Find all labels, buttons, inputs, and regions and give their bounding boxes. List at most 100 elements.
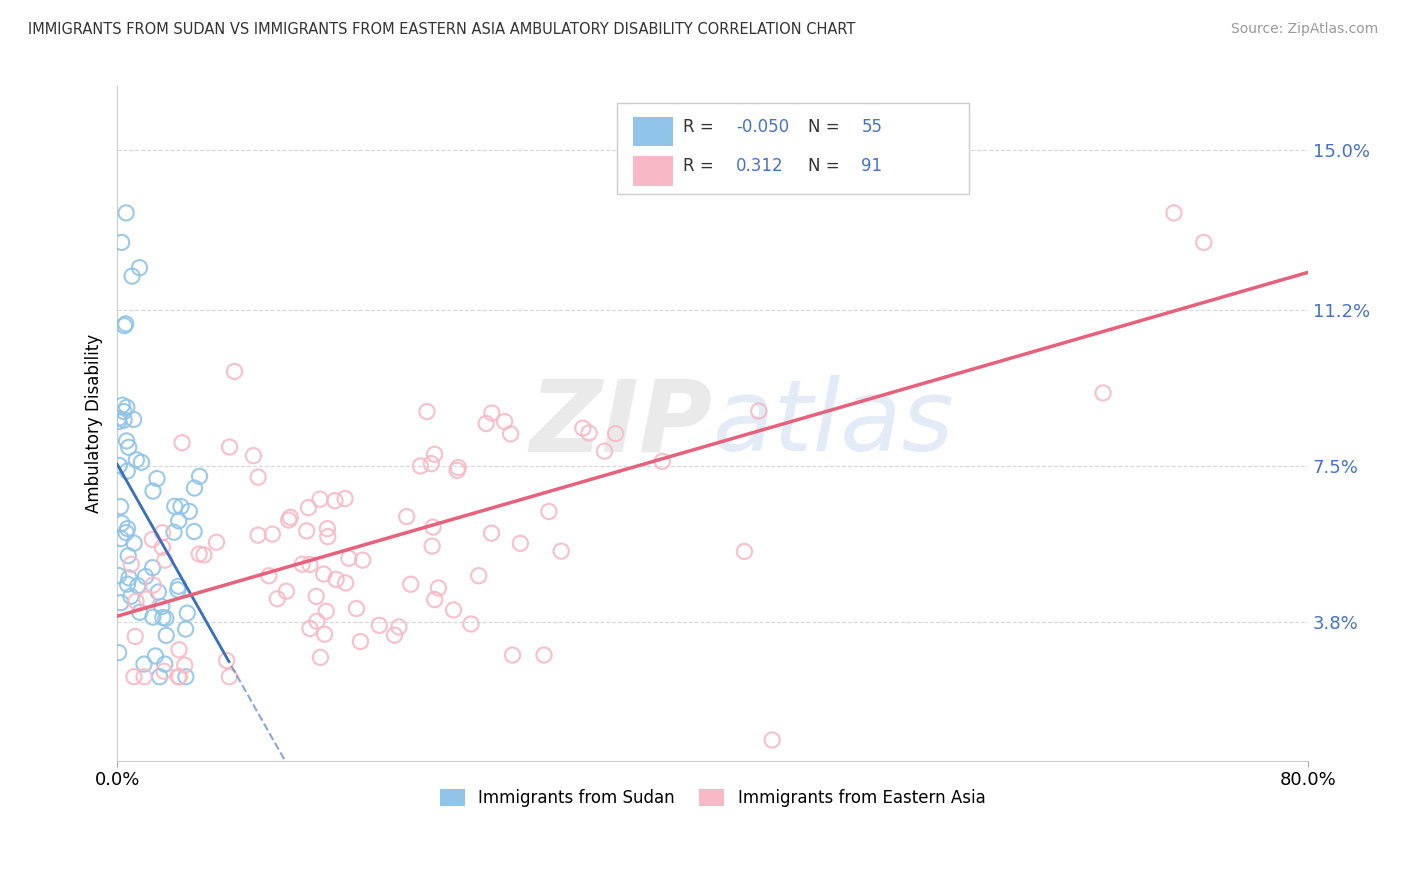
Point [163,525,186,540]
Point [107,568,129,582]
Point [298,558,321,572]
Point [447,460,470,475]
Point [509,536,531,550]
Point [150,541,173,555]
Point [335,575,357,590]
Point [114,317,136,331]
Point [121,269,143,284]
Point [125,453,148,467]
Point [309,650,332,665]
Point [170,435,193,450]
Point [262,527,284,541]
Point [115,206,138,220]
Point [115,525,138,540]
Point [572,421,595,435]
Point [446,463,468,477]
Point [352,553,374,567]
Point [295,524,318,538]
Point [167,642,190,657]
Point [1163,206,1185,220]
Point [146,472,169,486]
Point [443,603,465,617]
FancyBboxPatch shape [617,103,969,194]
Point [309,492,332,507]
Point [183,481,205,495]
Point [153,665,176,679]
Point [475,417,498,431]
Point [578,425,600,440]
Text: N =: N = [808,118,845,136]
Text: ZIP: ZIP [530,376,713,472]
Point [120,590,142,604]
FancyBboxPatch shape [633,117,673,146]
Point [118,440,141,454]
Point [337,551,360,566]
Point [174,622,197,636]
Point [110,596,132,610]
Point [605,426,627,441]
Point [316,522,339,536]
Point [128,605,150,619]
Point [305,590,328,604]
Point [155,628,177,642]
Point [122,412,145,426]
Point [107,411,129,425]
Point [291,557,314,571]
Point [1192,235,1215,250]
Point [388,620,411,634]
Point [132,657,155,671]
Text: R =: R = [683,118,718,136]
Point [748,404,770,418]
Point [316,530,339,544]
Point [110,532,132,546]
Point [127,579,149,593]
Point [266,591,288,606]
Point [384,628,406,642]
Point [107,646,129,660]
Point [499,426,522,441]
Text: IMMIGRANTS FROM SUDAN VS IMMIGRANTS FROM EASTERN ASIA AMBULATORY DISABILITY CORR: IMMIGRANTS FROM SUDAN VS IMMIGRANTS FROM… [28,22,855,37]
Point [247,470,270,484]
Point [502,648,524,662]
Point [481,406,503,420]
Point [149,670,172,684]
Point [257,568,280,582]
Point [173,658,195,673]
Point [111,516,134,531]
Point [117,549,139,563]
Point [152,610,174,624]
Point [1092,386,1115,401]
Point [132,670,155,684]
Point [278,510,301,524]
Point [112,413,135,427]
Point [170,500,193,514]
Point [145,648,167,663]
Point [120,558,142,572]
Point [349,634,371,648]
Point [423,447,446,461]
Point [420,457,443,471]
Point [118,571,141,585]
Text: Source: ZipAtlas.com: Source: ZipAtlas.com [1230,22,1378,37]
Point [167,579,190,593]
Point [141,533,163,547]
Point [276,584,298,599]
Point [427,581,450,595]
Point [277,513,299,527]
Point [315,604,337,618]
Point [298,622,321,636]
Point [537,504,560,518]
Text: 0.312: 0.312 [737,158,785,176]
Text: 91: 91 [862,158,883,176]
Point [107,415,129,429]
Point [550,544,572,558]
Text: atlas: atlas [713,376,955,472]
Point [218,440,240,454]
Point [111,235,134,250]
Y-axis label: Ambulatory Disability: Ambulatory Disability [86,334,103,513]
Text: R =: R = [683,158,718,176]
Point [368,618,391,632]
Point [224,364,246,378]
Point [312,567,335,582]
Point [305,614,328,628]
